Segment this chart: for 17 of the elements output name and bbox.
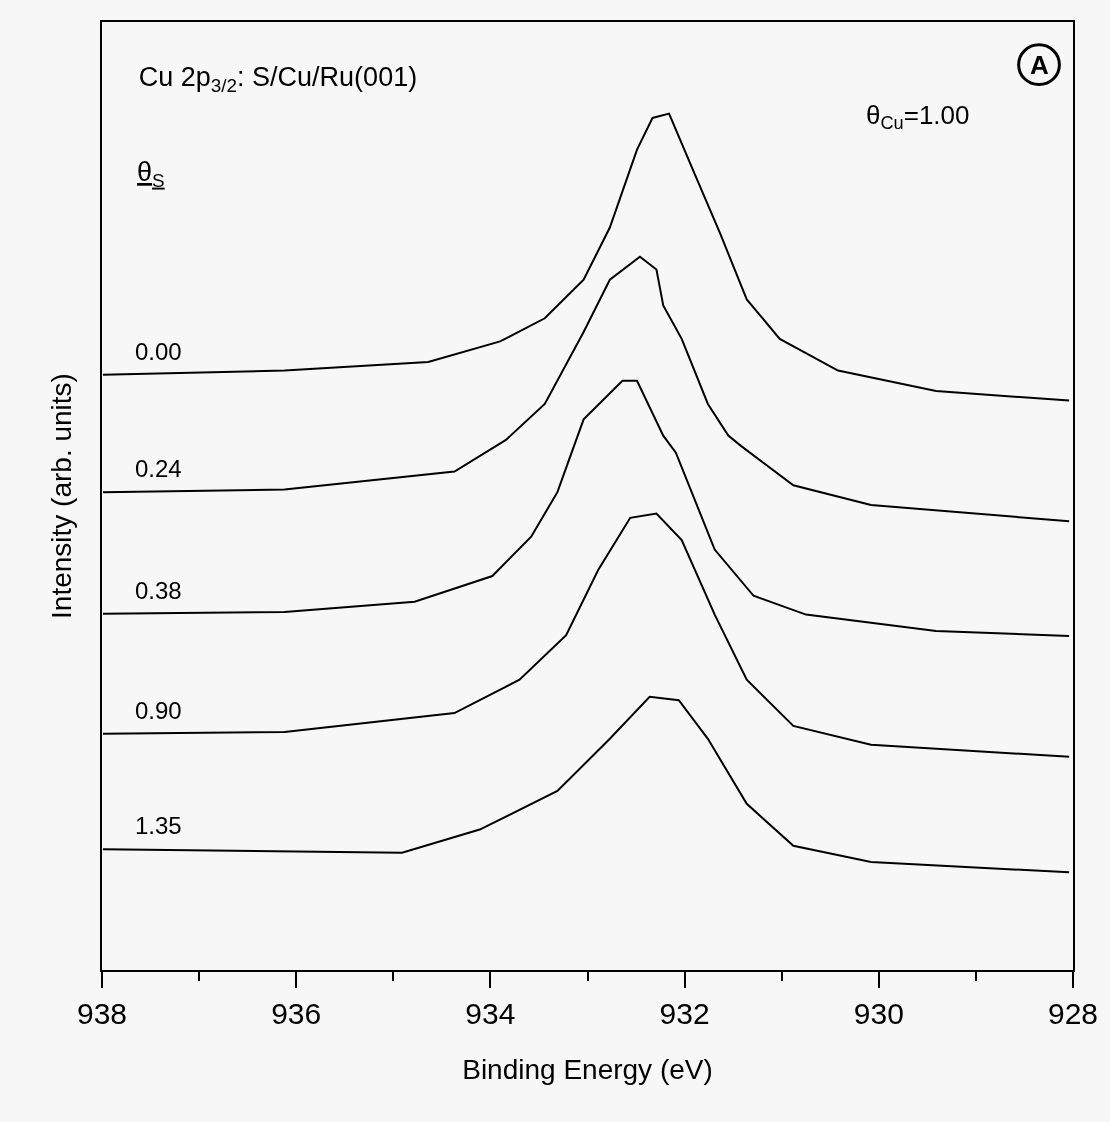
x-tick-label: 938	[76, 997, 128, 1030]
series-label: 0.00	[135, 338, 182, 365]
y-axis-title: Intensity (arb. units)	[46, 373, 78, 619]
x-tick-label: 932	[659, 997, 710, 1030]
legend-title: θ$_{S}$	[137, 157, 165, 191]
annotation: θ$_{Cu}$=1.00	[866, 100, 970, 134]
text: A	[1030, 50, 1049, 80]
series-label: 0.90	[135, 697, 182, 724]
x-tick-label: 930	[853, 997, 904, 1030]
series-label: 0.24	[135, 455, 182, 482]
chart-title: Cu 2p$_{3/2}$: S/Cu/Ru(001)	[138, 62, 418, 97]
x-axis-title: Binding Energy (eV)	[462, 1053, 713, 1085]
x-tick-label: 934	[465, 997, 516, 1030]
x-tick-label: 936	[271, 997, 322, 1030]
series-label: 0.38	[135, 577, 182, 604]
series-label: 1.35	[135, 812, 182, 839]
x-tick-label: 928	[1047, 997, 1099, 1030]
